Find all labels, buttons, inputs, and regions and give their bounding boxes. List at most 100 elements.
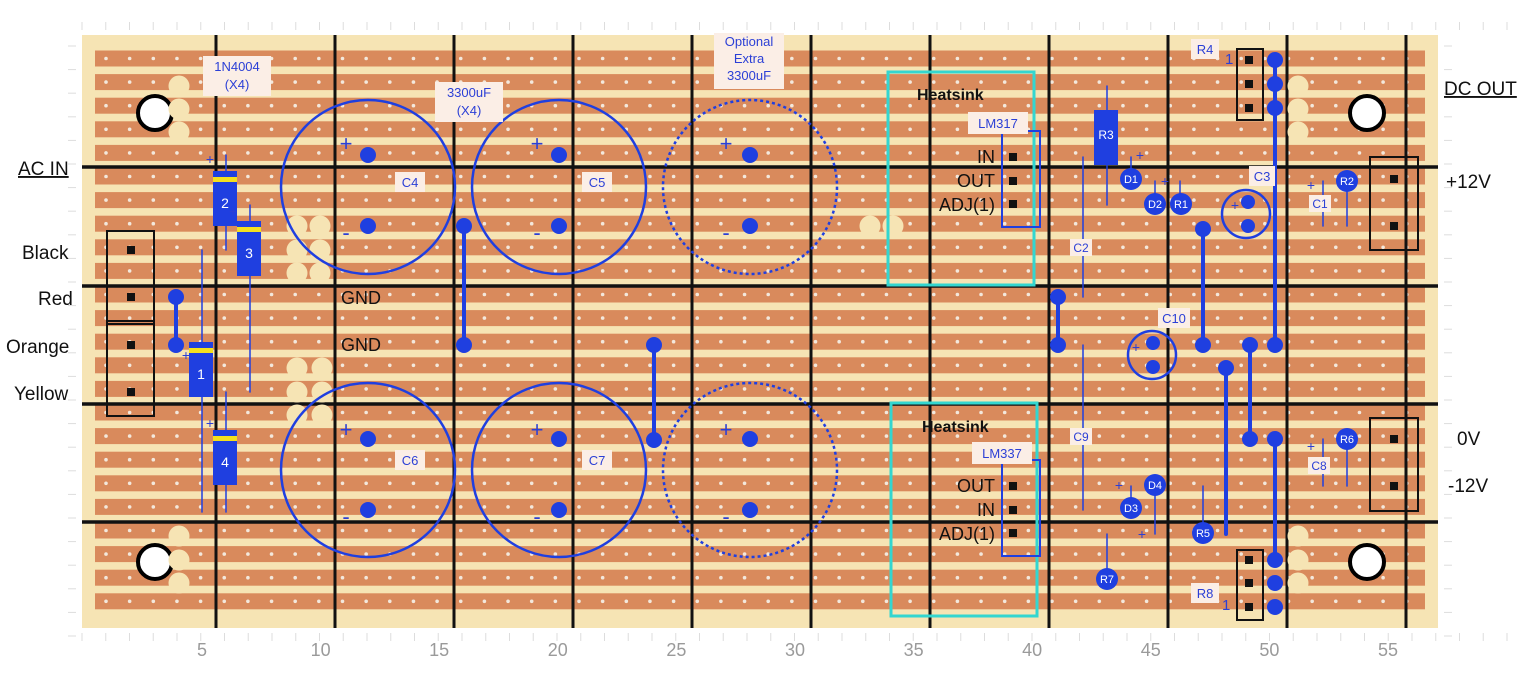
- strip-hole: [1334, 221, 1338, 226]
- strip-hole: [931, 174, 936, 179]
- strip-hole: [1357, 457, 1362, 462]
- strip-hole: [104, 103, 108, 108]
- cap-plus-mark: +: [531, 131, 544, 156]
- strip-hole: [1050, 269, 1054, 273]
- strip-hole: [766, 174, 770, 179]
- strip-hole: [1192, 552, 1196, 556]
- strip-hole: [1026, 528, 1031, 533]
- strip-hole: [719, 339, 723, 344]
- strip-hole: [861, 269, 865, 273]
- strip-hole: [269, 292, 274, 297]
- strip-hole: [388, 575, 392, 580]
- strip-hole: [482, 505, 487, 509]
- strip-hole: [600, 316, 605, 320]
- pad: [286, 357, 308, 379]
- strip-hole: [317, 575, 321, 580]
- diode-number: 2: [221, 195, 229, 211]
- strip-hole: [1073, 575, 1078, 580]
- strip-hole: [908, 80, 912, 84]
- d3-label: D3: [1124, 503, 1138, 515]
- strip-hole: [979, 434, 983, 438]
- strip-hole: [837, 292, 841, 297]
- polarity-plus-mark: +: [182, 347, 190, 363]
- strip-hole: [198, 80, 203, 84]
- strip-hole: [577, 127, 581, 132]
- x-axis-tick-label: 35: [904, 640, 924, 660]
- strip-hole: [1192, 127, 1196, 132]
- gnd-label-1: GND: [341, 288, 381, 308]
- strip-hole: [482, 552, 487, 556]
- strip-hole: [269, 174, 274, 179]
- strip-hole: [1215, 410, 1220, 415]
- strip-hole: [979, 363, 983, 368]
- strip-hole: [364, 363, 368, 368]
- strip-hole: [388, 316, 392, 320]
- strip-hole: [955, 434, 960, 438]
- strip-hole: [458, 151, 463, 155]
- strip-hole: [600, 575, 605, 580]
- lm317-out-label: OUT: [957, 171, 995, 191]
- c5-label: C5: [589, 175, 606, 190]
- solder-dot: [1267, 552, 1283, 568]
- strip-hole: [1073, 80, 1078, 84]
- pad: [286, 404, 308, 426]
- strip-hole: [1215, 316, 1220, 320]
- solder-dot: [646, 432, 662, 448]
- strip-hole: [671, 434, 676, 438]
- strip-hole: [742, 552, 747, 556]
- strip-hole: [1073, 56, 1078, 61]
- strip-hole: [269, 103, 274, 108]
- strip-hole: [600, 103, 605, 108]
- strip-hole: [624, 387, 629, 391]
- strip-hole: [1192, 151, 1196, 155]
- strip-hole: [317, 599, 321, 604]
- strip-hole: [293, 434, 298, 438]
- strip-hole: [1097, 505, 1102, 509]
- strip-hole: [175, 387, 179, 391]
- strip-hole: [1026, 575, 1031, 580]
- strip-hole: [1026, 269, 1031, 273]
- strip-hole: [1334, 552, 1338, 556]
- diode-cathode-band: [213, 436, 237, 441]
- strip-hole: [908, 269, 912, 273]
- strip-hole: [1050, 505, 1054, 509]
- copper-strip: [95, 121, 1425, 138]
- strip-hole: [1192, 269, 1196, 273]
- cap-lead: [551, 431, 567, 447]
- strip-hole: [1334, 127, 1338, 132]
- strip-hole: [695, 221, 700, 226]
- strip-hole: [908, 505, 912, 509]
- solder-dot: [1195, 221, 1211, 237]
- cap-lead: [742, 431, 758, 447]
- strip-hole: [790, 575, 794, 580]
- strip-hole: [340, 127, 345, 132]
- strip-hole: [837, 339, 841, 344]
- strip-hole: [695, 528, 700, 533]
- strip-hole: [1073, 339, 1078, 344]
- strip-hole: [553, 410, 558, 415]
- strip-hole: [411, 599, 416, 604]
- strip-hole: [837, 316, 841, 320]
- strip-hole: [1097, 221, 1102, 226]
- strip-hole: [1026, 245, 1031, 250]
- polarity-plus-mark: +: [1307, 438, 1315, 454]
- strip-hole: [1073, 103, 1078, 108]
- strip-hole: [1002, 151, 1007, 155]
- strip-hole: [884, 387, 889, 391]
- strip-hole: [861, 410, 865, 415]
- strip-hole: [1357, 599, 1362, 604]
- strip-hole: [246, 410, 250, 415]
- strip-hole: [553, 292, 558, 297]
- cap-lead: [360, 218, 376, 234]
- strip-hole: [482, 575, 487, 580]
- strip-hole: [364, 387, 368, 391]
- x-axis-tick-label: 20: [548, 640, 568, 660]
- strip-hole: [1097, 103, 1102, 108]
- strip-hole: [648, 80, 652, 84]
- c10-lead: [1146, 360, 1160, 374]
- strip-hole: [648, 316, 652, 320]
- strip-hole: [1050, 221, 1054, 226]
- strip-hole: [198, 127, 203, 132]
- strip-hole: [1097, 339, 1102, 344]
- x-axis-labels: 5 10 15 20 25 30 35 40 45 50 55: [197, 640, 1398, 660]
